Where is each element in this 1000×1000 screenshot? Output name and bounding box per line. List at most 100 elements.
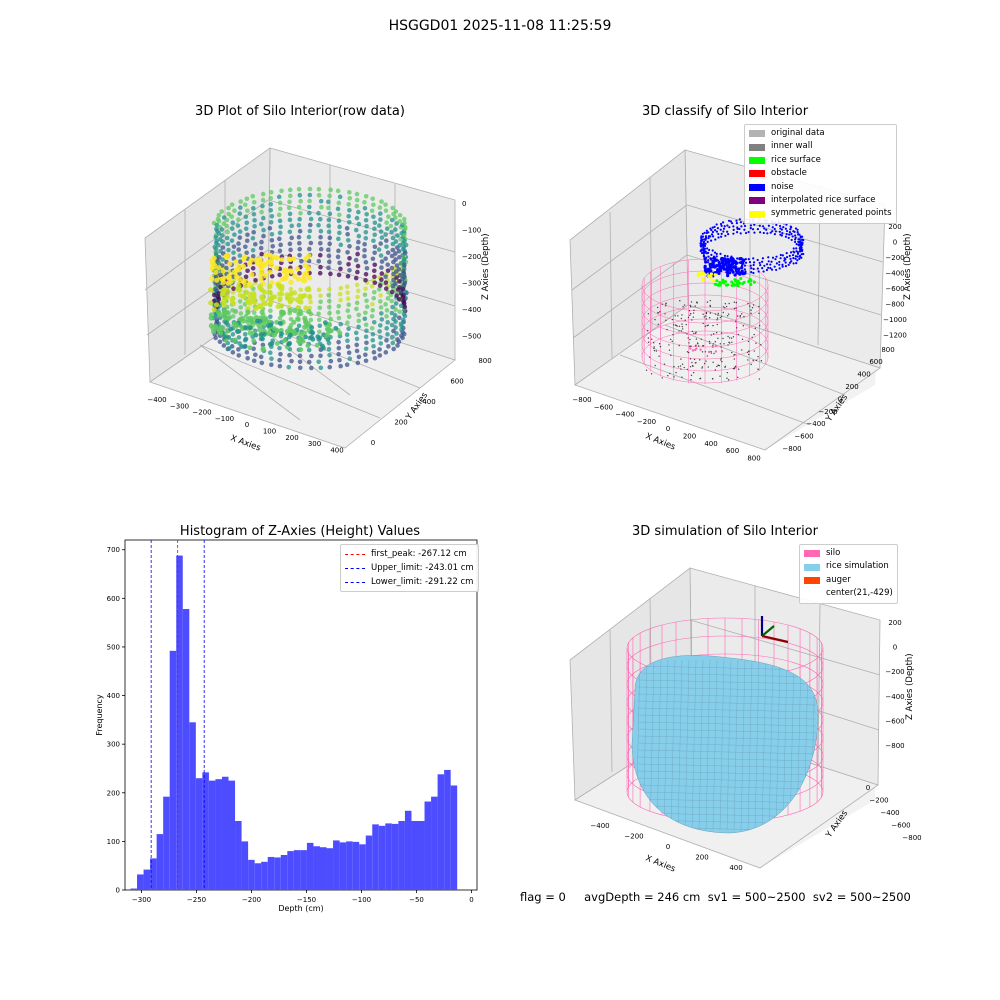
inner-point <box>691 319 693 321</box>
auger-x-axis <box>761 634 789 644</box>
raw-point <box>225 241 231 247</box>
legend-item-center: center(21,-429) <box>826 588 893 599</box>
hist-bar <box>293 850 301 890</box>
inner-point <box>692 316 695 318</box>
raw-point <box>276 283 282 289</box>
mesh-line <box>637 791 817 797</box>
raw-point <box>355 245 361 251</box>
inner-point <box>670 338 672 341</box>
mesh-line <box>726 659 732 831</box>
raw-point <box>289 358 294 364</box>
noise-point <box>711 249 714 252</box>
raw-point <box>372 220 378 226</box>
raw-point <box>347 189 352 195</box>
raw-point <box>389 322 395 328</box>
raw-point <box>317 305 323 311</box>
panel2-ztick: 200 <box>888 223 901 231</box>
raw-point <box>288 291 294 297</box>
raw-point <box>383 274 388 279</box>
raw-point <box>362 241 367 247</box>
raw-point <box>335 254 341 260</box>
rice-surface-point <box>719 281 723 285</box>
raw-point <box>336 272 342 278</box>
noise-point <box>785 223 788 226</box>
raw-point <box>394 263 400 268</box>
inner-point <box>717 337 719 340</box>
inner-point <box>686 333 688 335</box>
noise-point <box>748 260 752 264</box>
raw-point <box>279 188 284 194</box>
raw-point <box>235 223 241 228</box>
noise-point <box>791 235 794 238</box>
raw-point <box>307 294 313 300</box>
raw-point <box>301 292 308 299</box>
noise-point <box>788 254 791 257</box>
raw-point <box>318 234 323 240</box>
noise-point <box>736 226 739 229</box>
noise-point <box>762 270 765 273</box>
raw-point <box>238 199 243 204</box>
noise-point <box>720 232 723 235</box>
noise-point <box>730 256 735 261</box>
raw-point <box>208 323 214 329</box>
raw-point <box>208 312 215 318</box>
raw-point <box>326 253 332 259</box>
noise-point <box>719 228 722 231</box>
mesh-line <box>677 659 683 831</box>
raw-point <box>287 307 293 313</box>
noise-point <box>738 218 741 221</box>
noise-point <box>749 264 752 267</box>
noise-point <box>736 257 739 260</box>
noise-point <box>719 252 722 255</box>
raw-point <box>345 249 350 255</box>
inner-point <box>653 347 655 350</box>
panel3-plot: −300 −250 −200 −150 −100 −50 0 0 100 200 300 400 50… <box>95 539 478 913</box>
noise-point <box>700 235 703 238</box>
raw-point <box>216 218 222 224</box>
raw-point <box>269 213 275 219</box>
noise-point <box>741 261 745 265</box>
raw-point <box>301 274 307 281</box>
noise-point <box>705 252 709 255</box>
noise-point <box>701 235 705 238</box>
raw-point <box>219 209 225 214</box>
inner-point <box>731 351 733 354</box>
raw-point <box>297 240 302 246</box>
raw-point <box>227 261 233 267</box>
noise-point <box>790 226 793 229</box>
raw-point <box>346 314 352 320</box>
noise-point <box>740 265 744 270</box>
raw-point <box>378 217 383 222</box>
legend-item-lower-limit: Lower_limit: -291.22 cm <box>345 575 474 589</box>
inner-point <box>728 337 731 339</box>
inner-point <box>735 307 737 309</box>
raw-point <box>297 192 303 198</box>
symmetric-point <box>711 279 715 283</box>
inner-point <box>702 322 704 325</box>
raw-point <box>362 205 368 211</box>
raw-point <box>270 243 276 249</box>
raw-point <box>336 339 341 345</box>
inner-point <box>686 351 689 353</box>
noise-point <box>716 226 720 230</box>
raw-point <box>354 348 360 354</box>
raw-point <box>384 308 390 313</box>
raw-point <box>378 335 383 340</box>
raw-point <box>390 340 396 346</box>
inner-point <box>720 357 723 360</box>
hist-bar <box>417 820 425 890</box>
raw-point <box>401 292 406 298</box>
inner-point <box>712 361 714 363</box>
raw-point <box>213 335 218 341</box>
panel1-zlabel: Z Axies (Depth) <box>481 233 491 300</box>
inner-point <box>733 358 736 360</box>
noise-point <box>719 222 723 226</box>
noise-point <box>738 227 741 231</box>
raw-point <box>251 229 257 235</box>
noise-point <box>758 224 761 227</box>
inner-point <box>679 365 682 367</box>
hist-bar <box>189 722 196 890</box>
noise-point <box>788 233 791 236</box>
raw-point <box>220 268 226 274</box>
rice-surface-point <box>715 279 719 283</box>
